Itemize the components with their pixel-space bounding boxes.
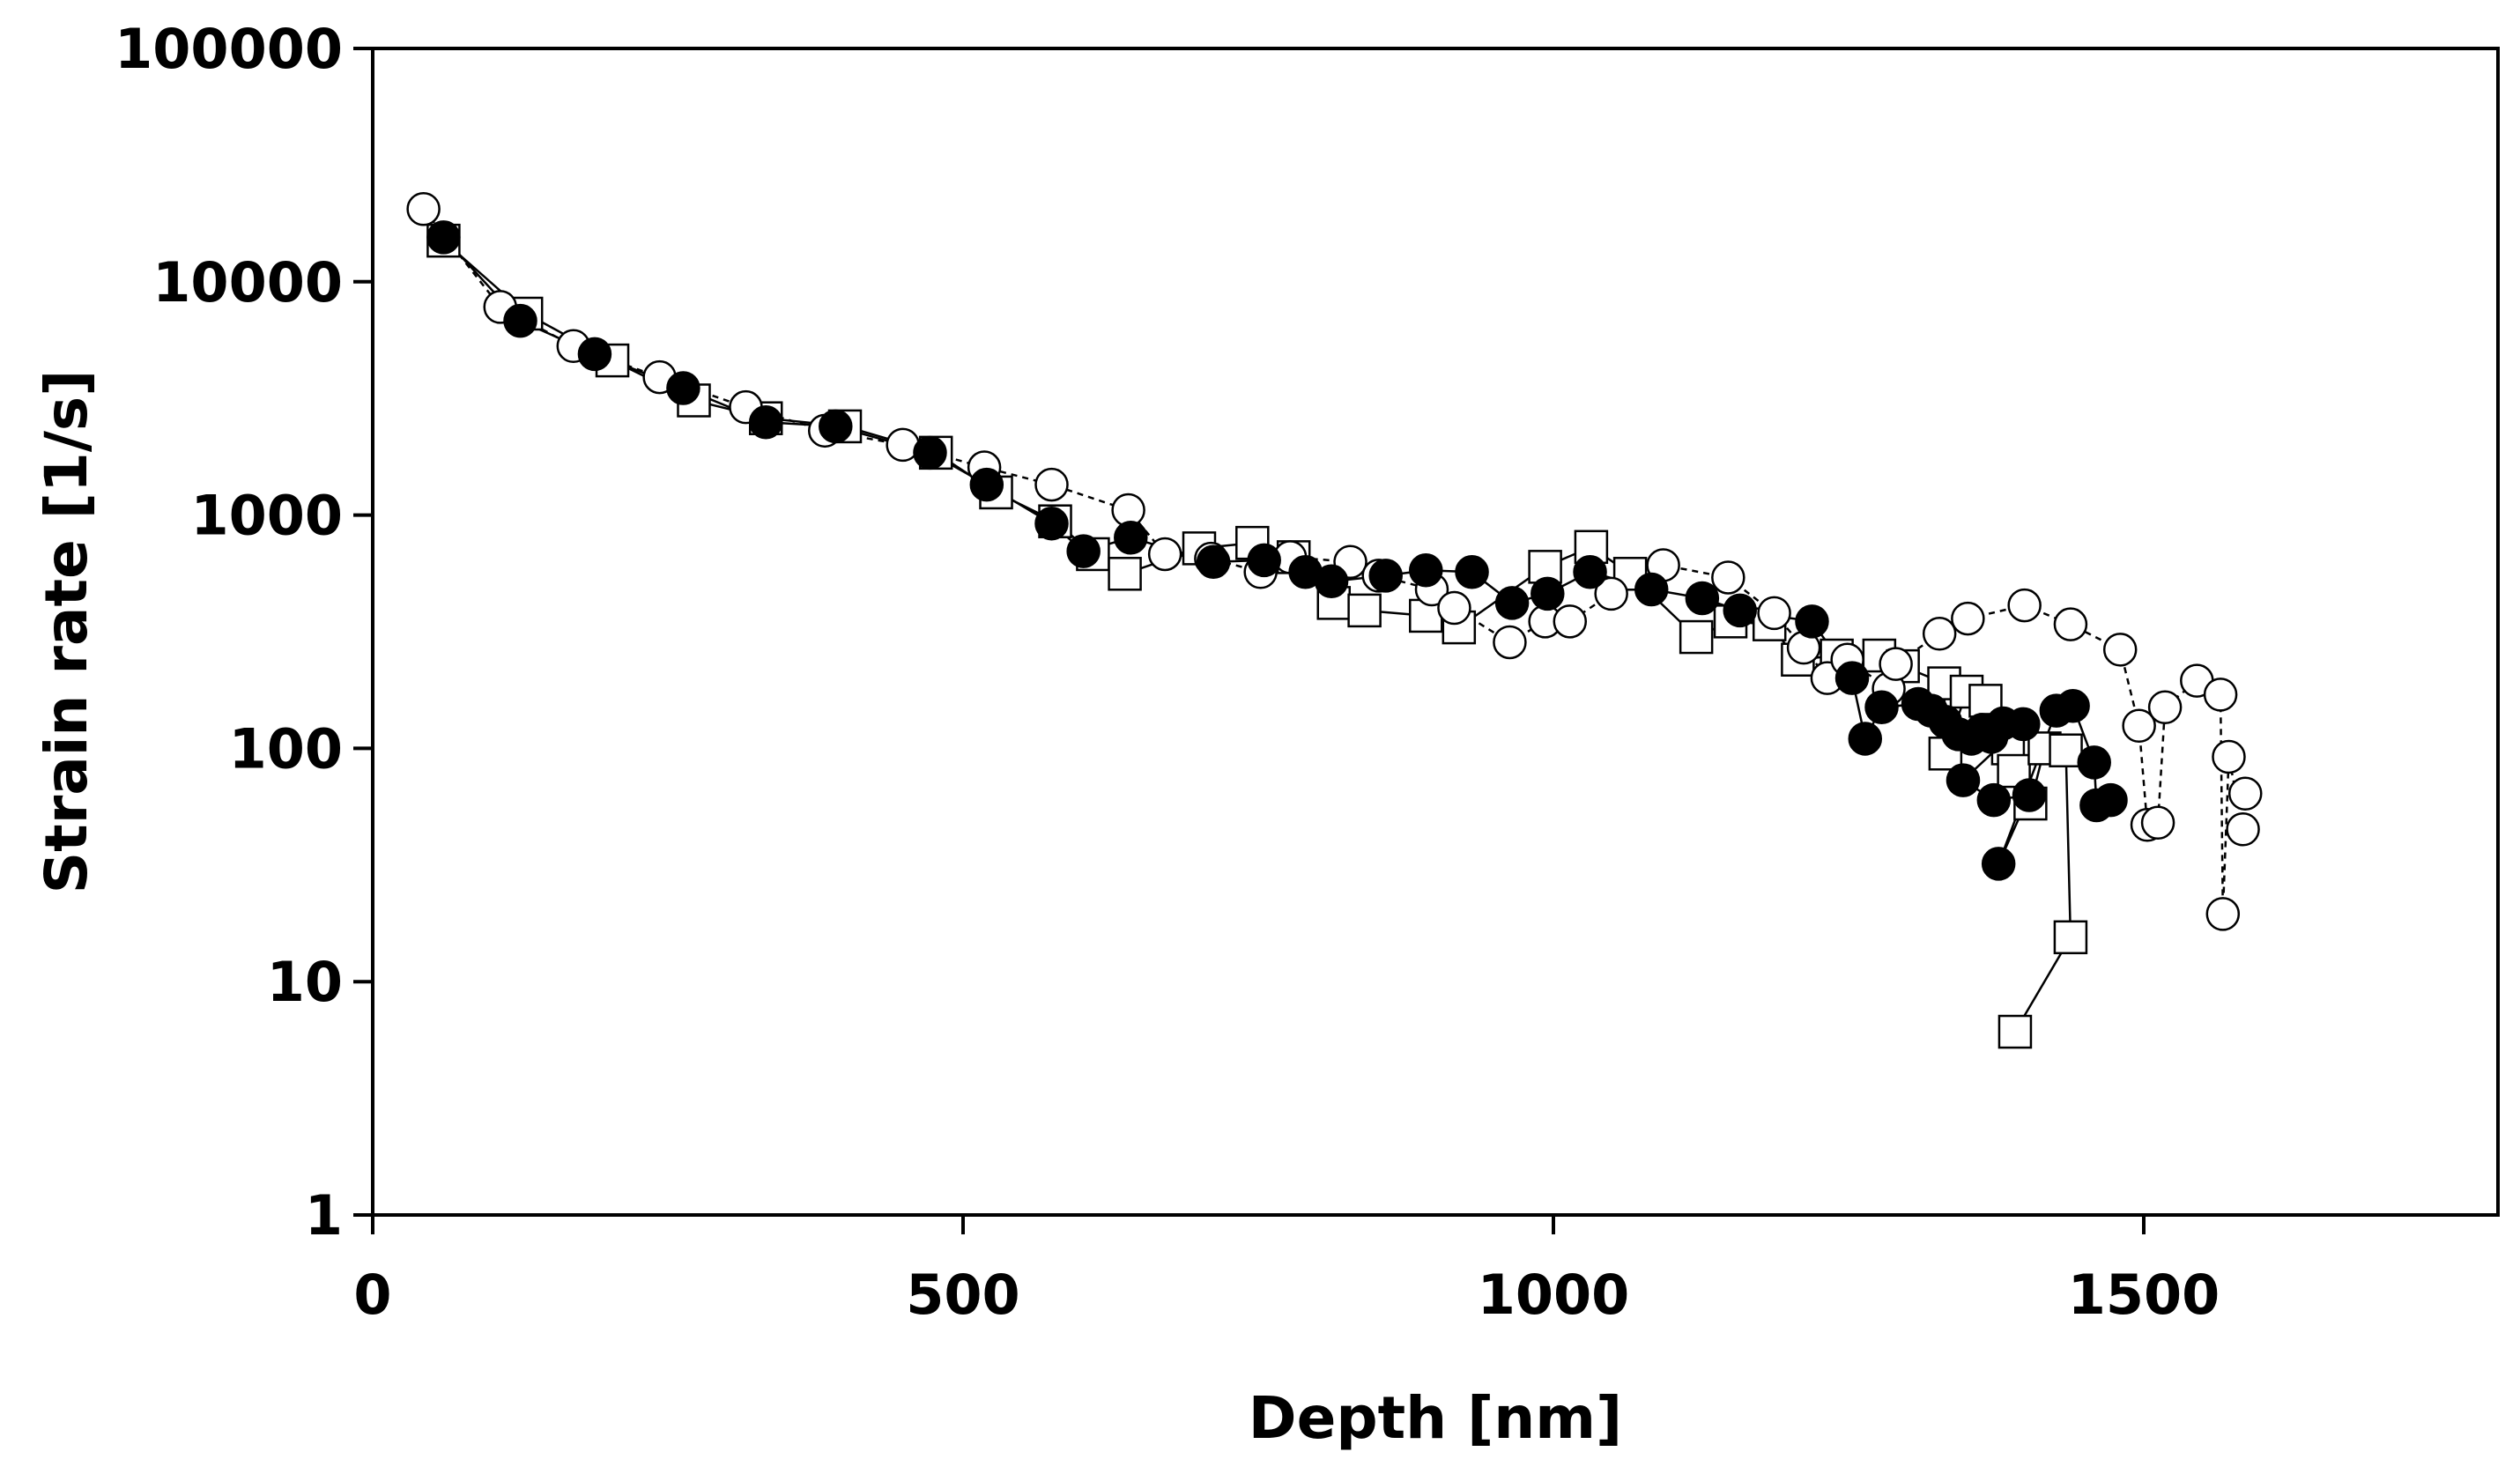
data-point (1455, 554, 1489, 589)
data-point (1976, 782, 2012, 818)
data-point (1757, 596, 1791, 631)
data-point (1946, 763, 1981, 797)
data-point (1594, 576, 1628, 611)
x-tick-label: 0 (353, 1263, 391, 1327)
data-point (1247, 543, 1281, 578)
data-point (819, 409, 853, 444)
data-point (1196, 544, 1231, 579)
data-point (666, 371, 700, 405)
data-point (1795, 604, 1829, 639)
data-point (1147, 537, 1182, 572)
data-point (426, 220, 461, 255)
data-point (2053, 607, 2088, 641)
data-point (1368, 559, 1403, 593)
markers-filled-circles (426, 220, 2128, 881)
data-point (2122, 708, 2156, 743)
data-point (1493, 625, 1527, 660)
data-point (2102, 633, 2138, 667)
series-line (442, 236, 2111, 864)
x-tick-label: 1000 (1478, 1263, 1630, 1327)
y-tick-label: 10000 (152, 250, 343, 315)
data-point (2226, 811, 2260, 847)
data-point (2094, 782, 2128, 818)
data-point (406, 191, 441, 226)
data-point (2212, 739, 2246, 774)
data-point (1034, 506, 1069, 541)
data-point (2140, 805, 2175, 841)
data-point (2077, 745, 2111, 780)
data-point (2227, 776, 2263, 811)
data-point (1922, 617, 1957, 651)
plot-frame (371, 47, 2500, 1217)
y-tick-label: 100000 (115, 17, 343, 81)
data-point (1634, 572, 1669, 607)
data-point (1437, 590, 1471, 626)
data-point (1347, 593, 1382, 628)
data-point (2007, 588, 2042, 623)
data-point (748, 404, 783, 440)
data-point (1409, 552, 1443, 588)
data-point (1034, 467, 1069, 502)
data-point (1997, 1014, 2033, 1049)
data-point (1834, 661, 1870, 695)
data-point (2053, 920, 2088, 955)
data-point (1981, 847, 2016, 881)
data-point (1685, 581, 1720, 616)
y-axis-title: Strain rate [1/s] (33, 370, 100, 894)
axis-layer: 1 10 100 1000 10000 100000 0 500 1000 1500 (115, 17, 2220, 1327)
x-axis-title: Depth [nm] (1249, 1384, 1622, 1452)
data-point (1531, 576, 1565, 611)
data-point (1494, 586, 1530, 620)
data-point (2205, 897, 2241, 931)
y-tick-label: 1000 (190, 484, 343, 548)
data-point (1066, 534, 1101, 568)
y-tick-label: 1 (305, 1183, 343, 1248)
data-point (2012, 778, 2047, 812)
data-point (2006, 707, 2041, 742)
data-point (1848, 722, 1883, 756)
data-point (1114, 521, 1148, 555)
series-filled-circles (442, 236, 2111, 864)
data-point (1723, 593, 1757, 628)
data-point (577, 337, 612, 372)
data-point (2056, 688, 2090, 723)
data-point (913, 435, 947, 470)
plot-layer (406, 191, 2263, 1049)
data-point (1314, 564, 1349, 599)
data-point (1679, 619, 1714, 655)
x-tick-label: 1500 (2068, 1263, 2220, 1327)
data-point (2049, 733, 2083, 767)
data-point (1711, 560, 1745, 595)
data-point (1108, 557, 1142, 591)
data-point (1573, 554, 1607, 589)
data-point (503, 303, 537, 338)
data-point (1997, 753, 2031, 789)
data-point (1951, 601, 1985, 636)
data-point (1864, 690, 1899, 725)
y-tick-label: 10 (267, 950, 343, 1014)
data-point (969, 467, 1004, 502)
data-point (2203, 678, 2238, 712)
data-point (2147, 690, 2183, 725)
data-point (1553, 604, 1588, 639)
x-tick-label: 500 (906, 1263, 1019, 1327)
y-tick-label: 100 (229, 716, 343, 781)
data-point (1879, 647, 1913, 681)
